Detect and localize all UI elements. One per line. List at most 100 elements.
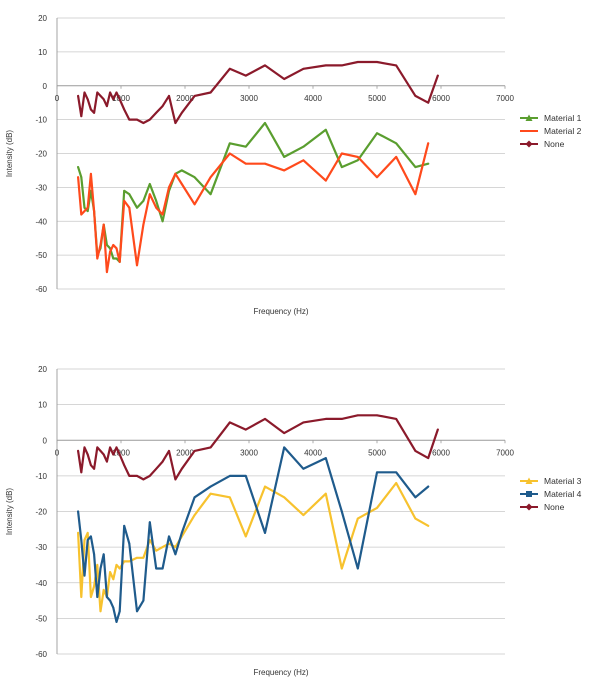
data-point (106, 105, 108, 107)
data-point (123, 524, 126, 527)
data-point (77, 531, 80, 534)
data-point (264, 64, 266, 67)
data-point (376, 507, 378, 509)
series-material-1 (76, 121, 430, 263)
data-point (83, 210, 86, 212)
data-point (193, 95, 196, 97)
data-point (80, 115, 83, 118)
y-tick-labels: 20 10 0 -10 -20 -30 -40 -50 -60 (35, 14, 47, 294)
data-point (106, 244, 108, 246)
data-point (414, 166, 417, 168)
data-point (161, 105, 164, 107)
y-axis-title: Intensity (dB) (5, 488, 14, 535)
data-point (118, 453, 121, 456)
data-point (86, 453, 89, 456)
data-point (80, 596, 83, 598)
data-point (96, 91, 99, 94)
data-point (244, 74, 247, 77)
data-point (168, 535, 170, 538)
data-point (90, 108, 92, 111)
series-none (76, 60, 439, 125)
data-point (155, 111, 158, 114)
data-point (427, 524, 430, 527)
y-tick-label: -50 (35, 614, 47, 623)
data-point (161, 546, 164, 549)
legend-label: None (544, 502, 565, 512)
data-point (112, 578, 115, 581)
data-point (427, 485, 430, 488)
data-point (174, 546, 177, 549)
legend-label: Material 1 (544, 113, 582, 123)
data-point (174, 478, 177, 481)
data-point (244, 145, 247, 148)
data-point (340, 567, 343, 570)
data-point (102, 553, 105, 556)
y-tick-labels: 20 10 0 -10 -20 -30 -40 -50 -60 (35, 365, 47, 659)
y-tick-label: 10 (38, 48, 47, 57)
data-point (395, 155, 398, 158)
data-point (80, 539, 83, 541)
data-point (86, 206, 89, 209)
data-point (174, 553, 177, 556)
data-point (228, 142, 231, 145)
data-point (209, 91, 212, 94)
data-point (99, 244, 102, 246)
data-point (427, 142, 430, 145)
data-point (148, 183, 151, 185)
data-point (106, 271, 108, 273)
diamond-marker-icon (525, 140, 533, 148)
legend-label: Material 4 (544, 489, 582, 499)
data-point (93, 467, 96, 470)
legend-item: Material 1 (520, 113, 582, 123)
data-point (193, 203, 196, 206)
x-tick-label: 3000 (240, 448, 258, 457)
y-tick-label: -40 (35, 217, 47, 226)
data-point (90, 596, 92, 598)
x-tick-label: 5000 (368, 448, 386, 457)
data-point (118, 98, 121, 101)
x-tick-label: 1000 (112, 448, 130, 457)
data-point (115, 446, 118, 449)
data-point (340, 510, 343, 513)
data-point (302, 145, 305, 148)
chart-1: 20 10 0 -10 -20 -30 -40 -50 -60 0 1000 2000 3000 4000… (5, 14, 582, 316)
data-point (109, 599, 112, 602)
y-tick-label: -60 (35, 650, 47, 659)
data-point (102, 453, 105, 456)
data-point (376, 132, 378, 135)
data-point (340, 166, 343, 168)
data-point (93, 111, 96, 114)
data-point (123, 189, 126, 192)
data-point (283, 78, 286, 80)
data-point (80, 213, 83, 216)
data-point (102, 588, 105, 591)
data-point (356, 159, 359, 162)
data-point (395, 64, 398, 67)
data-point (264, 531, 266, 534)
data-point (128, 474, 131, 477)
data-point (180, 531, 183, 534)
data-point (136, 206, 138, 209)
x-tick-labels: 0 1000 2000 3000 4000 5000 6000 7000 (55, 440, 514, 457)
data-point (142, 223, 145, 226)
data-point (324, 417, 327, 420)
y-tick-label: 10 (38, 401, 47, 410)
data-point (161, 220, 164, 223)
data-point (244, 162, 247, 165)
data-point (118, 610, 121, 613)
data-point (180, 111, 183, 114)
data-point (168, 95, 170, 97)
data-point (123, 108, 126, 111)
data-point (86, 531, 89, 534)
data-point (96, 257, 99, 260)
data-point (109, 91, 112, 94)
data-point (128, 206, 131, 209)
data-point (112, 98, 115, 101)
data-point (136, 118, 138, 121)
data-point (193, 514, 196, 516)
data-point (302, 159, 305, 162)
data-point (86, 539, 89, 541)
data-point (142, 556, 145, 559)
data-point (395, 142, 398, 145)
y-tick-label: 0 (43, 436, 48, 445)
